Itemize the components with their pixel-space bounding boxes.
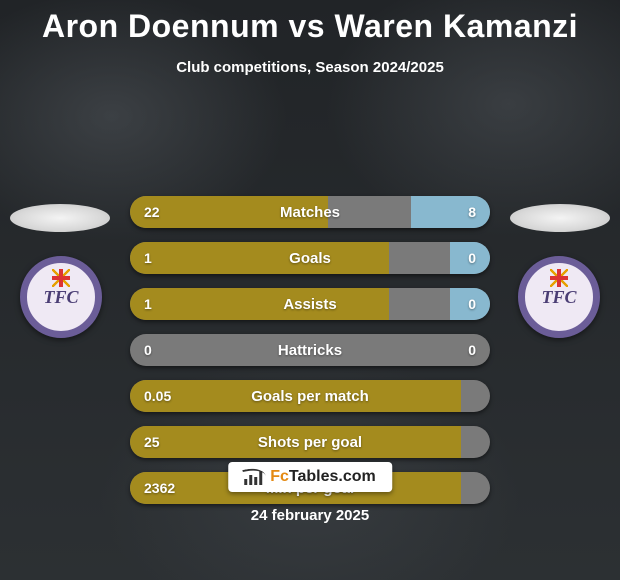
player-photo-right bbox=[510, 204, 610, 232]
stat-value-right: 0 bbox=[468, 288, 476, 320]
stat-row: Hattricks0 0 bbox=[130, 334, 490, 366]
stat-value-left: 0.05 bbox=[144, 380, 171, 412]
stat-value-left: 1 bbox=[144, 242, 152, 274]
stat-value-left: 22 bbox=[144, 196, 160, 228]
club-badge-right: TFC bbox=[518, 256, 600, 338]
stat-row: Goals per match0.05 bbox=[130, 380, 490, 412]
comparison-card: Aron Doennum vs Waren Kamanzi Club compe… bbox=[0, 0, 620, 580]
subtitle: Club competitions, Season 2024/2025 bbox=[176, 59, 444, 76]
stat-bar-right bbox=[411, 196, 490, 228]
club-badge-text: TFC bbox=[43, 287, 78, 308]
stat-bar-left bbox=[130, 288, 389, 320]
stat-value-right: 8 bbox=[468, 196, 476, 228]
stat-value-left: 0 bbox=[144, 334, 152, 366]
stat-row: Assists10 bbox=[130, 288, 490, 320]
date-label: 24 february 2025 bbox=[251, 507, 369, 524]
club-badge-left: TFC bbox=[20, 256, 102, 338]
stat-row: Shots per goal25 bbox=[130, 426, 490, 458]
stat-row: Matches228 bbox=[130, 196, 490, 228]
stat-label: Hattricks bbox=[130, 334, 490, 366]
stat-value-left: 2362 bbox=[144, 472, 175, 504]
stat-bar-left bbox=[130, 426, 461, 458]
stat-rows: Matches228Goals10Assists10Hattricks00Goa… bbox=[130, 196, 490, 504]
stat-bar-left bbox=[130, 242, 389, 274]
stat-value-right: 0 bbox=[468, 334, 476, 366]
stats-area: TFC TFC Matches228Goals10Assists10Hattri… bbox=[0, 76, 620, 580]
stat-value-left: 25 bbox=[144, 426, 160, 458]
stat-value-left: 1 bbox=[144, 288, 152, 320]
player-photo-left bbox=[10, 204, 110, 232]
site-logo-icon bbox=[244, 469, 264, 485]
site-badge[interactable]: FcTables.com bbox=[228, 462, 392, 492]
site-name-suffix: Tables.com bbox=[289, 468, 376, 485]
page-title: Aron Doennum vs Waren Kamanzi bbox=[42, 8, 578, 45]
stat-row: Goals10 bbox=[130, 242, 490, 274]
stat-value-right: 0 bbox=[468, 242, 476, 274]
stat-bar-left bbox=[130, 380, 461, 412]
site-name: FcTables.com bbox=[270, 468, 376, 486]
site-name-prefix: Fc bbox=[270, 468, 289, 485]
club-badge-text: TFC bbox=[541, 287, 576, 308]
